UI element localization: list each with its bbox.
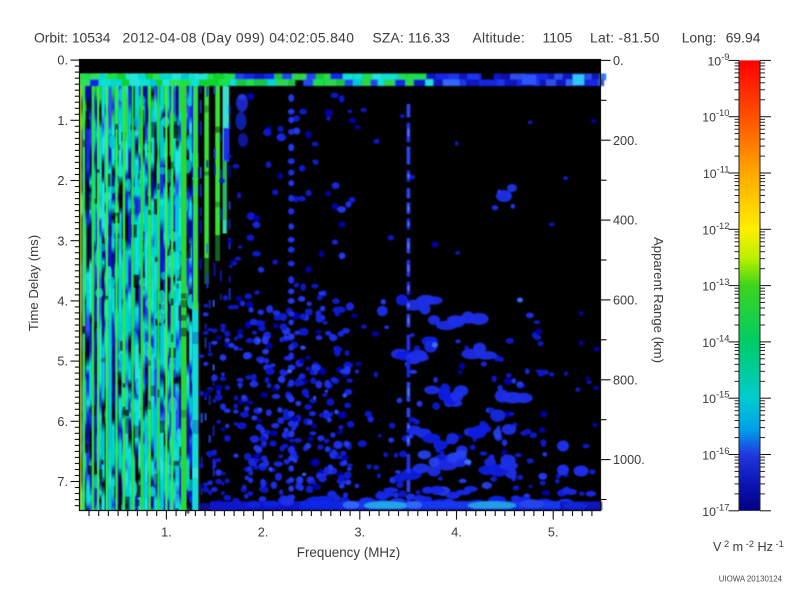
svg-text:2.: 2. bbox=[258, 526, 269, 540]
svg-text:Altitude:: Altitude: bbox=[473, 30, 525, 46]
svg-text:7.: 7. bbox=[57, 475, 68, 489]
svg-text:3.: 3. bbox=[57, 234, 68, 248]
svg-text:5.: 5. bbox=[548, 526, 559, 540]
svg-text:69.94: 69.94 bbox=[726, 30, 761, 46]
svg-text:4.: 4. bbox=[451, 526, 462, 540]
svg-text:Frequency (MHz): Frequency (MHz) bbox=[297, 545, 400, 560]
svg-text:Apparent Range (km): Apparent Range (km) bbox=[651, 237, 666, 363]
svg-text:6.: 6. bbox=[57, 415, 68, 429]
svg-text:800.: 800. bbox=[613, 373, 638, 387]
svg-text:3.: 3. bbox=[355, 526, 366, 540]
svg-text:5.: 5. bbox=[57, 355, 68, 369]
svg-text:UIOWA 20130124: UIOWA 20130124 bbox=[719, 575, 783, 584]
svg-text:0.: 0. bbox=[57, 54, 68, 68]
svg-text:0.: 0. bbox=[613, 54, 624, 68]
svg-text:2012-04-08 (Day 099) 04:02:05.: 2012-04-08 (Day 099) 04:02:05.840 bbox=[123, 30, 355, 46]
svg-text:600.: 600. bbox=[613, 294, 638, 308]
svg-text:2.: 2. bbox=[57, 174, 68, 188]
svg-text:1.: 1. bbox=[161, 526, 172, 540]
svg-text:Lat: -81.50: Lat: -81.50 bbox=[590, 30, 660, 46]
svg-text:Orbit: 10534: Orbit: 10534 bbox=[34, 30, 111, 46]
svg-text:400.: 400. bbox=[613, 214, 638, 228]
svg-text:SZA: 116.33: SZA: 116.33 bbox=[373, 30, 451, 46]
svg-text:1105: 1105 bbox=[543, 30, 573, 46]
svg-text:Time Delay (ms): Time Delay (ms) bbox=[26, 235, 41, 331]
svg-text:200.: 200. bbox=[613, 134, 638, 148]
svg-text:1.: 1. bbox=[57, 114, 68, 128]
svg-text:Long:: Long: bbox=[682, 30, 717, 46]
svg-text:V 2 m -2 Hz -1: V 2 m -2 Hz -1 bbox=[713, 539, 784, 554]
svg-text:1000.: 1000. bbox=[613, 453, 645, 467]
svg-text:4.: 4. bbox=[57, 295, 68, 309]
